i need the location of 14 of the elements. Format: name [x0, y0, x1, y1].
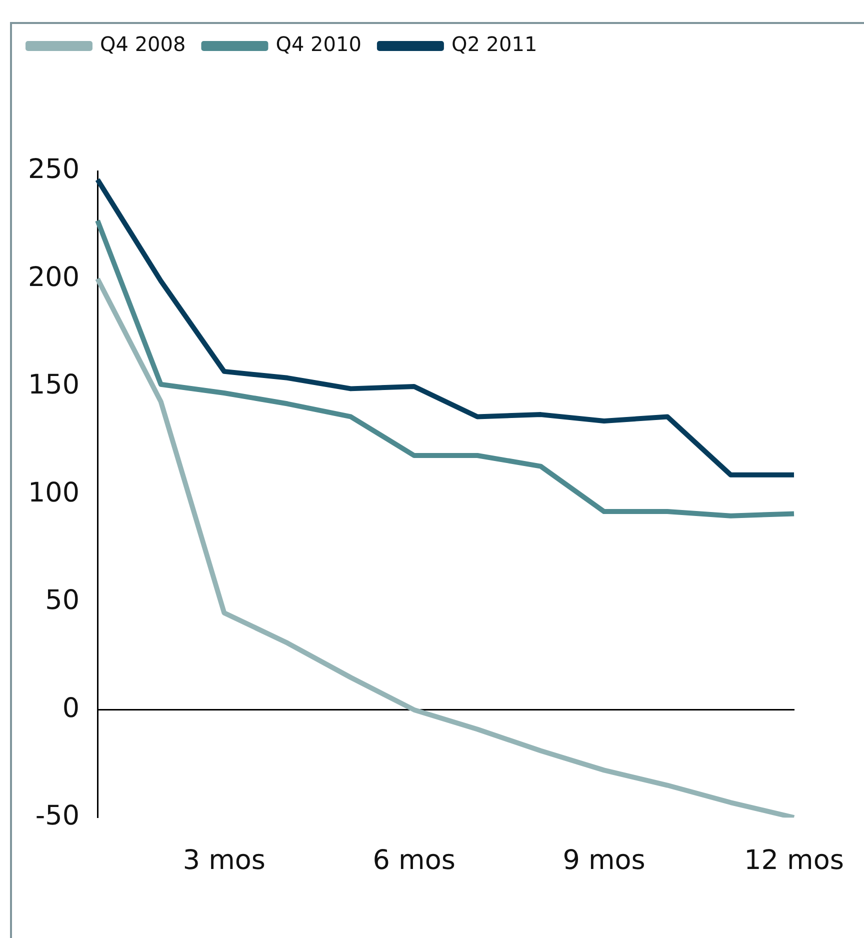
- y-tick-label: 150: [28, 370, 80, 401]
- x-tick-label: 6 mos: [372, 844, 456, 876]
- y-tick-label: -50: [35, 800, 80, 832]
- y-tick-label: 100: [28, 477, 80, 508]
- y-tick-label: 0: [62, 692, 80, 724]
- y-tick-label: 250: [28, 154, 80, 186]
- legend-label: Q2 2011: [451, 32, 538, 56]
- x-tick-label: 12 mos: [744, 844, 844, 876]
- x-tick-label: 9 mos: [562, 844, 646, 876]
- legend-label: Q4 2008: [100, 32, 186, 56]
- x-tick-label: 3 mos: [182, 844, 266, 876]
- y-tick-label: 50: [45, 585, 80, 616]
- y-tick-label: 200: [28, 262, 80, 293]
- legend-label: Q4 2010: [276, 32, 362, 56]
